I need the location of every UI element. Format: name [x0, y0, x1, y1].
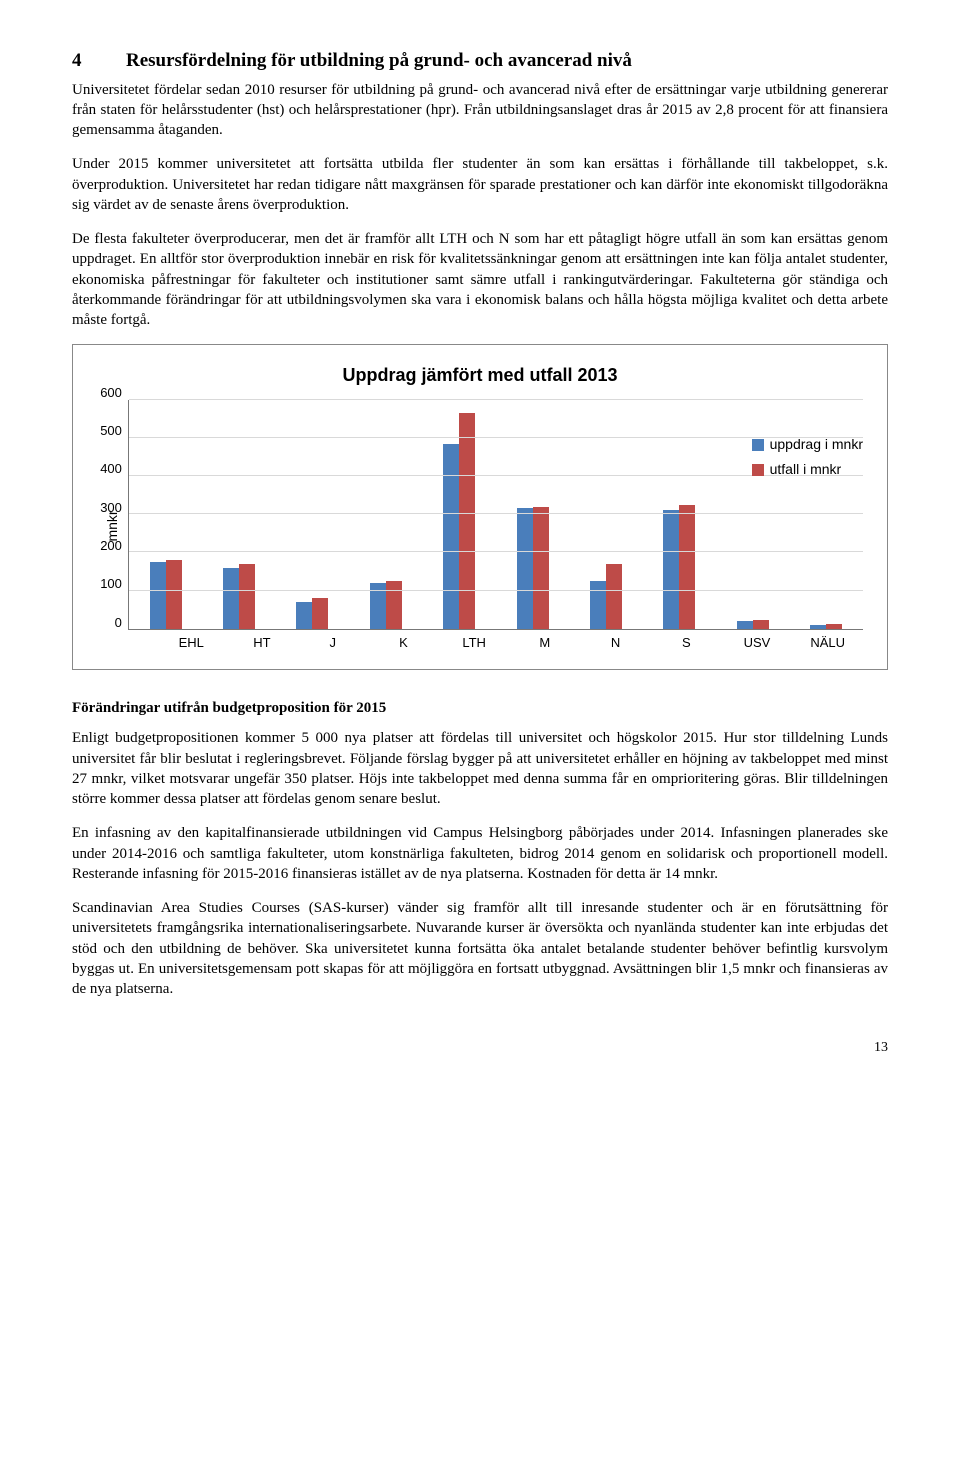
bar	[517, 508, 533, 628]
bar	[223, 568, 239, 629]
legend-item: uppdrag i mnkr	[752, 435, 863, 454]
bar	[590, 581, 606, 629]
legend-label: utfall i mnkr	[770, 460, 842, 479]
bar	[239, 564, 255, 629]
chart-container: Uppdrag jämfört med utfall 2013 mnkr 600…	[72, 344, 888, 670]
bar-group	[423, 400, 496, 629]
page-number: 13	[72, 1039, 888, 1058]
bar	[606, 564, 622, 629]
x-tick-label: N	[580, 634, 651, 652]
x-tick-label: J	[297, 634, 368, 652]
x-tick-label: LTH	[439, 634, 510, 652]
section-title: Resursfördelning för utbildning på grund…	[126, 48, 632, 74]
body-paragraph: Universitetet fördelar sedan 2010 resurs…	[72, 80, 888, 141]
bar-group	[202, 400, 275, 629]
bar-group	[569, 400, 642, 629]
body-paragraph: En infasning av den kapitalfinansierade …	[72, 823, 888, 884]
bar-group	[716, 400, 789, 629]
bar-group	[790, 400, 863, 629]
x-tick-label: S	[651, 634, 722, 652]
bar	[533, 507, 549, 629]
body-paragraph: De flesta fakulteter överproducerar, men…	[72, 229, 888, 330]
bar	[663, 510, 679, 628]
section-number: 4	[72, 48, 126, 74]
bar	[312, 598, 328, 629]
x-tick-label: HT	[227, 634, 298, 652]
body-paragraph: Enligt budgetpropositionen kommer 5 000 …	[72, 728, 888, 809]
bar-group	[496, 400, 569, 629]
x-axis-labels: EHLHTJKLTHMNSUSVNÄLU	[122, 634, 863, 652]
bar	[737, 621, 753, 629]
bar	[753, 620, 769, 628]
legend-swatch	[752, 439, 764, 451]
legend-item: utfall i mnkr	[752, 460, 863, 479]
bar	[150, 562, 166, 629]
bar	[826, 624, 842, 629]
bar	[679, 505, 695, 629]
bar	[459, 413, 475, 629]
chart-title: Uppdrag jämfört med utfall 2013	[97, 363, 863, 387]
legend-swatch	[752, 464, 764, 476]
x-tick-label: NÄLU	[792, 634, 863, 652]
bar	[810, 625, 826, 629]
legend-label: uppdrag i mnkr	[770, 435, 863, 454]
bar	[386, 581, 402, 629]
x-tick-label: K	[368, 634, 439, 652]
bar-group	[276, 400, 349, 629]
bar-group	[643, 400, 716, 629]
subsection-heading: Förändringar utifrån budgetproposition f…	[72, 698, 888, 718]
x-tick-label: USV	[722, 634, 793, 652]
body-paragraph: Under 2015 kommer universitetet att fort…	[72, 154, 888, 215]
body-paragraph: Scandinavian Area Studies Courses (SAS-k…	[72, 898, 888, 999]
bar-group	[129, 400, 202, 629]
bar	[296, 602, 312, 629]
chart-plot-area	[128, 400, 863, 630]
chart-legend: uppdrag i mnkr utfall i mnkr	[752, 435, 863, 485]
chart-bars	[129, 400, 863, 629]
x-tick-label: M	[509, 634, 580, 652]
section-heading: 4 Resursfördelning för utbildning på gru…	[72, 48, 888, 74]
bar-group	[349, 400, 422, 629]
bar	[166, 560, 182, 629]
bar	[443, 444, 459, 629]
x-tick-label: EHL	[156, 634, 227, 652]
